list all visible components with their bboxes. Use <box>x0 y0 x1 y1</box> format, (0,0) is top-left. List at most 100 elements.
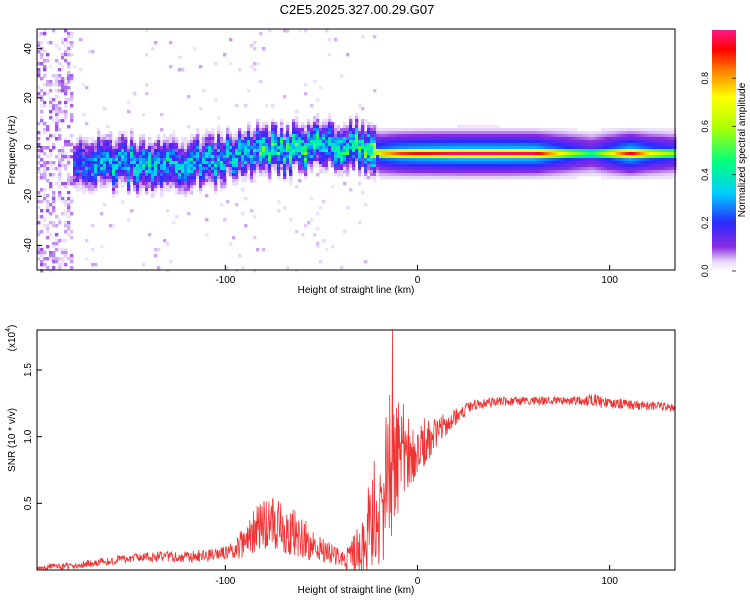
spectrogram-cell <box>577 161 581 165</box>
spectrogram-cell <box>346 131 350 135</box>
spectrogram-cell <box>478 170 482 174</box>
snr-scale-label: (x104) <box>5 325 18 352</box>
spectrogram-cell <box>145 92 149 96</box>
spectrogram-cell <box>388 167 392 171</box>
spectrogram-cell <box>58 83 62 87</box>
spectrogram-cell <box>46 227 50 231</box>
spectrogram-cell <box>463 164 467 168</box>
spectrogram-cell <box>322 131 326 135</box>
spectrogram-cell <box>184 164 188 168</box>
spectrogram-cell <box>67 227 71 231</box>
spectrogram-cell <box>577 158 581 162</box>
spectrogram-cell <box>370 167 374 171</box>
spectrogram-cell <box>334 125 338 129</box>
spectrogram-cell <box>106 155 110 159</box>
spectrogram-cell <box>547 167 551 171</box>
spectrogram-cell <box>49 116 53 120</box>
spectrogram-cell <box>397 173 401 177</box>
spectrogram-cell <box>382 155 386 159</box>
spectrogram-cell <box>463 146 467 150</box>
spectrogram-cell <box>334 170 338 174</box>
spectrogram-cell <box>367 152 371 156</box>
spectrogram-cell <box>199 164 203 168</box>
spectrogram-cell <box>343 149 347 153</box>
spectrogram-cell <box>121 137 125 141</box>
spectrogram-cell <box>478 173 482 177</box>
spectrogram-cell <box>499 158 503 162</box>
spectrogram-cell <box>91 164 95 168</box>
spectrogram-cell <box>163 149 167 153</box>
spectrogram-cell <box>37 35 41 39</box>
spectrogram-cell <box>541 128 545 132</box>
spectrogram-cell <box>565 167 569 171</box>
spectrogram-cell <box>256 122 260 126</box>
spectrogram-cell <box>571 134 575 138</box>
spectrogram-cell <box>466 140 470 144</box>
spectrogram-cell <box>115 143 119 147</box>
spectrogram-cell <box>121 179 125 183</box>
spectrogram-cell <box>199 155 203 159</box>
spectrogram-cell <box>439 158 443 162</box>
spectrogram-cell <box>262 167 266 171</box>
spectrogram-cell <box>334 158 338 162</box>
spectrogram-cell <box>463 155 467 159</box>
spectrogram-cell <box>52 257 56 261</box>
spectrogram-cell <box>661 155 665 159</box>
spectrogram-cell <box>607 167 611 171</box>
spectrogram-cell <box>328 155 332 159</box>
snr-plot-area <box>37 330 675 570</box>
spectrogram-cell <box>208 146 212 150</box>
spectrogram-cell <box>385 134 389 138</box>
spectrogram-cell <box>391 161 395 165</box>
spectrogram-cell <box>634 158 638 162</box>
spectrogram-cell <box>664 128 668 132</box>
spectrogram-cell <box>658 128 662 132</box>
spectrogram-cell <box>160 128 164 132</box>
spectrogram-cell <box>157 266 161 270</box>
spectrogram-cell <box>166 164 170 168</box>
spectrogram-cell <box>406 161 410 165</box>
spectrogram-cell <box>64 209 68 213</box>
spectrogram-cell <box>100 134 104 138</box>
spectrogram-cell <box>166 173 170 177</box>
spectrogram-cell <box>313 164 317 168</box>
spectrogram-cell <box>256 134 260 138</box>
spectrogram-cell <box>469 137 473 141</box>
spectrogram-cell <box>478 134 482 138</box>
spectrogram-cell <box>376 167 380 171</box>
spectrogram-cell <box>37 161 41 165</box>
spectrogram-cell <box>214 188 218 192</box>
spectrogram-cell <box>523 176 527 180</box>
spectrogram-cell <box>82 143 86 147</box>
spectrogram-cell <box>553 164 557 168</box>
spectrogram-cell <box>52 83 56 87</box>
spectrogram-cell <box>328 113 332 117</box>
spectrogram-cell <box>433 134 437 138</box>
spectrogram-cell <box>649 167 653 171</box>
spectrogram-cell <box>472 125 476 129</box>
spectrogram-cell <box>550 128 554 132</box>
spectrogram-cell <box>286 137 290 141</box>
spectrogram-cell <box>250 134 254 138</box>
spectrogram-cell <box>283 146 287 150</box>
spectrogram-cell <box>442 158 446 162</box>
spectrogram-cell <box>76 164 80 168</box>
spectrogram-cell <box>553 128 557 132</box>
spectrogram-cell <box>361 152 365 156</box>
spectrogram-cell <box>520 131 524 135</box>
spectrogram-cell <box>46 206 50 210</box>
spectrogram-cell <box>118 143 122 147</box>
spectrogram-cell <box>547 146 551 150</box>
spectrogram-cell <box>451 167 455 171</box>
spectrogram-cell <box>316 119 320 123</box>
spectrogram-cell <box>523 149 527 153</box>
spectrogram-cell <box>502 176 506 180</box>
spectrogram-cell <box>625 146 629 150</box>
spectrogram-cell <box>577 164 581 168</box>
spectrogram-cell <box>412 149 416 153</box>
spectrogram-cell <box>55 224 59 228</box>
spectrogram-cell <box>334 137 338 141</box>
spectrogram-cell <box>364 119 368 123</box>
spectrogram-cell <box>460 167 464 171</box>
spectrogram-cell <box>670 152 674 156</box>
